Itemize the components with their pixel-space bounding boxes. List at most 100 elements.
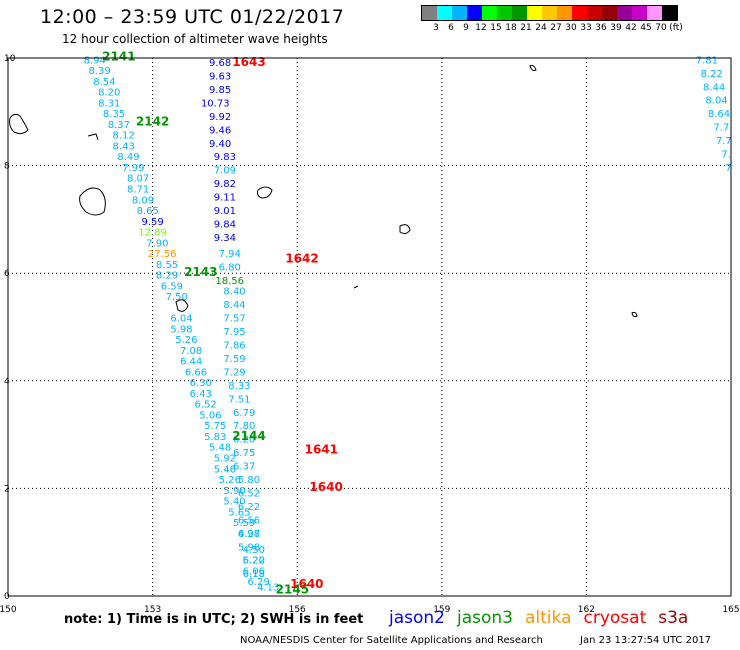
wave-height-value: 8.37 bbox=[108, 120, 130, 131]
wave-height-value: 8.55 bbox=[156, 260, 178, 271]
wave-height-value: 9.82 bbox=[214, 179, 236, 190]
wave-height-value: 6.20 bbox=[233, 435, 255, 446]
wave-height-value: 8.43 bbox=[113, 141, 135, 152]
wave-height-value: 6.06 bbox=[243, 566, 265, 577]
pass-number-label: 1642 bbox=[285, 251, 318, 265]
legend-label: 9 bbox=[463, 23, 469, 33]
credit-line: NOAA/NESDIS Center for Satellite Applica… bbox=[240, 635, 543, 646]
wave-height-value: 6.30 bbox=[190, 378, 212, 389]
wave-height-value: 8.12 bbox=[113, 131, 135, 142]
wave-height-value: 7.57 bbox=[223, 314, 245, 325]
wave-height-value: 6.18 bbox=[243, 569, 265, 580]
wave-height-value: 4.50 bbox=[243, 545, 265, 556]
wave-height-value: 12.89 bbox=[138, 228, 167, 239]
generated-timestamp: Jan 23 13:27:54 UTC 2017 bbox=[580, 635, 712, 646]
legend-label: 45 bbox=[640, 23, 652, 33]
legend-swatches bbox=[421, 5, 678, 21]
x-tick-label: 162 bbox=[578, 605, 595, 615]
x-tick-label: 153 bbox=[144, 605, 161, 615]
wave-height-value: 9.92 bbox=[209, 112, 231, 123]
wave-height-value: 8.65 bbox=[137, 206, 159, 217]
legend-swatch bbox=[422, 6, 437, 20]
wave-height-value: 9.84 bbox=[214, 219, 236, 230]
legend-swatch bbox=[587, 6, 602, 20]
satellite-legend-altika: altika bbox=[525, 608, 572, 628]
wave-height-value: 10.73 bbox=[201, 98, 230, 109]
wave-height-value: 6.79 bbox=[233, 408, 255, 419]
wave-height-value: 8.20 bbox=[98, 88, 120, 99]
wave-height-value: 6.66 bbox=[185, 367, 207, 378]
island-outlines bbox=[9, 65, 638, 318]
wave-height-value: 7.50 bbox=[166, 292, 188, 303]
wave-height-value: 8.22 bbox=[701, 69, 723, 80]
pass-number-label: 2145 bbox=[276, 582, 309, 596]
legend-swatch bbox=[572, 6, 587, 20]
legend-swatch bbox=[602, 6, 617, 20]
wave-height-value: 6.22 bbox=[238, 502, 260, 513]
wave-height-value: 5.59 bbox=[233, 518, 255, 529]
wave-height-value: 7.09 bbox=[214, 166, 236, 177]
wave-height-value: 6.52 bbox=[194, 400, 216, 411]
wave-height-value: 5.90 bbox=[223, 486, 245, 497]
wave-height-value: 8.44 bbox=[223, 300, 245, 311]
footer-note: note: 1) Time is in UTC; 2) SWH is in fe… bbox=[64, 612, 364, 627]
wave-height-value: 5.75 bbox=[204, 421, 226, 432]
map-title: 12:00 – 23:59 UTC 01/22/2017 bbox=[40, 6, 345, 28]
legend-label: 3 bbox=[433, 23, 439, 33]
map-frame bbox=[7, 57, 732, 597]
wave-height-value: 6.52 bbox=[238, 488, 260, 499]
island-outline bbox=[529, 65, 537, 71]
legend-label: 15 bbox=[490, 23, 502, 33]
legend-swatch bbox=[497, 6, 512, 20]
wave-height-value: 8.09 bbox=[132, 195, 154, 206]
legend-label: (ft) bbox=[669, 23, 683, 33]
island-outline bbox=[9, 113, 29, 135]
legend-label: 39 bbox=[610, 23, 622, 33]
wave-height-value: 8.64 bbox=[708, 109, 730, 120]
pass-number-label: 2144 bbox=[232, 429, 265, 443]
satellite-legend-cryosat: cryosat bbox=[583, 608, 647, 628]
legend-swatch bbox=[617, 6, 632, 20]
wave-height-value: 7.51 bbox=[228, 394, 250, 405]
y-tick-label: 2 bbox=[4, 484, 10, 494]
legend-swatch bbox=[482, 6, 497, 20]
wave-height-value: 6.44 bbox=[180, 357, 202, 368]
x-tick-label: 156 bbox=[289, 605, 306, 615]
wave-height-value: 5.48 bbox=[209, 443, 231, 454]
legend-label: 21 bbox=[520, 23, 532, 33]
color-legend: 3 6 9 12 15 18 21 24 27 30 33 36 39 42 45 70 (ft) bbox=[421, 5, 683, 33]
pass-number-label: 1641 bbox=[305, 442, 338, 456]
legend-swatch bbox=[437, 6, 452, 20]
pass-labels: 2141 2142 2143 2144 2145 1643 1642 1641 1640 1640 bbox=[102, 50, 343, 597]
wave-height-value: 5.40 bbox=[223, 497, 245, 508]
wave-height-value: 5.26 bbox=[175, 335, 197, 346]
wave-height-value: 7.7 bbox=[716, 136, 732, 147]
wave-height-value: 4.97 bbox=[238, 529, 260, 540]
wave-height-value: 27.56 bbox=[148, 249, 177, 260]
map-subtitle: 12 hour collection of altimeter wave hei… bbox=[62, 32, 328, 46]
wave-height-value: 8.40 bbox=[223, 287, 245, 298]
legend-label: 12 bbox=[475, 23, 487, 33]
satellite-legend-jason2: jason2 bbox=[389, 608, 445, 628]
pass-number-label: 2142 bbox=[136, 114, 169, 128]
wave-height-value: 8.39 bbox=[88, 66, 110, 77]
wave-height-value: 8.35 bbox=[103, 109, 125, 120]
legend-swatch bbox=[647, 6, 662, 20]
wave-height-value: 9.85 bbox=[209, 85, 231, 96]
x-tick-label: 150 bbox=[0, 605, 17, 615]
legend-swatch bbox=[467, 6, 482, 20]
wave-height-value: 9.46 bbox=[209, 125, 231, 136]
pass-number-label: 1643 bbox=[232, 55, 265, 69]
wave-height-value: 5.92 bbox=[214, 454, 236, 465]
island-outline bbox=[175, 299, 189, 312]
wave-height-value: 7.86 bbox=[223, 341, 245, 352]
wave-height-value: 6.80 bbox=[219, 263, 241, 274]
wave-height-value: 9.68 bbox=[209, 58, 231, 69]
wave-height-value: 6.28 bbox=[238, 529, 260, 540]
legend-label: 33 bbox=[580, 23, 592, 33]
wave-height-value: 7.95 bbox=[223, 327, 245, 338]
island-outline bbox=[257, 186, 273, 199]
wave-height-value: 6.75 bbox=[233, 448, 255, 459]
legend-swatch bbox=[557, 6, 572, 20]
